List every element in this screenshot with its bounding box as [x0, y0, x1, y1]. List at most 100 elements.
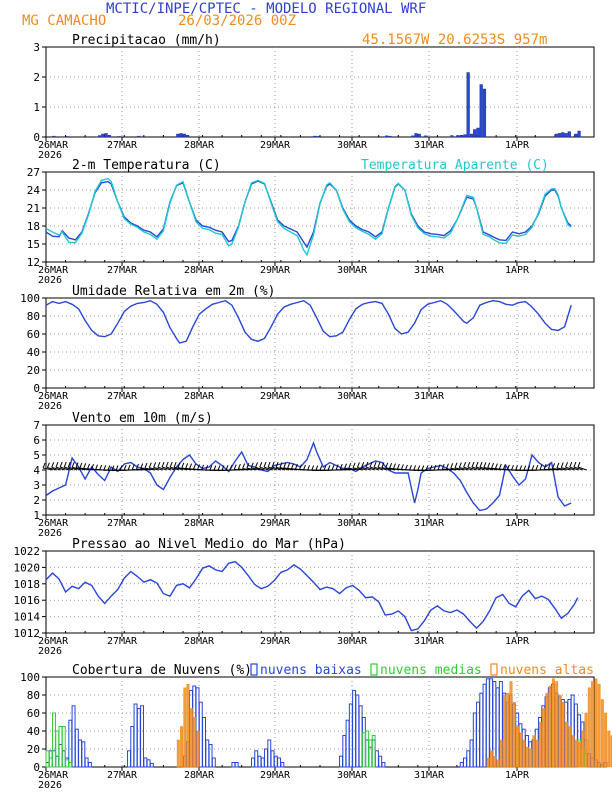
wind-barb [361, 466, 371, 471]
clouds-xtick-label: 29MAR [260, 770, 291, 781]
cloud-bar-0 [267, 739, 272, 768]
temp-ytick-label: 18 [27, 220, 40, 233]
cloud-bar-2 [551, 678, 555, 768]
wind-barb [263, 461, 267, 468]
cloud-bar-2 [493, 755, 497, 768]
cloud-bar-1 [61, 726, 66, 768]
wind-barb [303, 464, 306, 471]
cloud-bar-2 [519, 732, 523, 768]
wind-barb [433, 464, 437, 471]
wind-barb [275, 466, 286, 471]
wind-barb [483, 462, 487, 468]
temp-year-label: 2026 [38, 275, 62, 286]
wind-barb [64, 466, 74, 471]
wind-barb [527, 465, 531, 471]
wind-barb [271, 466, 282, 471]
cloud-bar-2 [545, 692, 549, 768]
wind-barb [544, 468, 555, 471]
precip-bar [463, 134, 467, 138]
wind-barb [213, 465, 217, 471]
chart-title: MCTIC/INPE/CPTEC - MODELO REGIONAL WRF [106, 1, 427, 17]
cloud-bar-0 [208, 744, 213, 768]
wind-barb [91, 464, 94, 470]
wind-barb [51, 466, 61, 471]
wind-barb [565, 466, 575, 471]
wind-ytick-label: 6 [33, 434, 40, 447]
temp-legend: Temperatura Aparente (C) [361, 158, 549, 173]
wind-barb [233, 464, 237, 470]
precip-xtick-label: 28MAR [184, 140, 215, 151]
cloud-bar-0 [74, 728, 79, 768]
temp-title: 2-m Temperatura (C) [72, 158, 221, 173]
wind-barb [307, 465, 311, 471]
wind-barb [197, 464, 200, 470]
wind-barb [340, 468, 351, 471]
clouds-xtick-label: 31MAR [414, 770, 445, 781]
wind-barb [287, 463, 291, 469]
temp-ytick-label: 27 [27, 166, 40, 179]
wind-xtick-label: 30MAR [337, 518, 368, 529]
press-xtick-label: 27MAR [107, 636, 138, 647]
wind-barb [491, 462, 495, 469]
wind-barb [205, 465, 209, 471]
cloud-bar-1 [45, 750, 50, 768]
wind-barb [140, 468, 151, 471]
precip-frame [45, 46, 595, 138]
wind-barb [189, 463, 193, 469]
wind-barb [75, 462, 79, 468]
wind-barb [119, 465, 123, 471]
cloud-bar-0 [277, 757, 282, 768]
cloud-bar-0 [87, 762, 92, 768]
wind-barb [157, 461, 161, 468]
temp-xtick-label: 31MAR [414, 265, 445, 276]
wind-barb [153, 466, 163, 471]
wind-barb [209, 465, 213, 471]
temp-xtick-label: 27MAR [107, 265, 138, 276]
cloud-bar-2 [525, 746, 529, 768]
cloud-bar-2 [535, 739, 539, 768]
cloud-bar-0 [482, 683, 487, 768]
wind-barb [413, 465, 417, 471]
wind-barb [149, 467, 159, 471]
cloud-bar-0 [202, 717, 207, 768]
cloud-bar-2 [503, 694, 506, 768]
wind-barb [173, 462, 177, 468]
wind-barb [238, 468, 249, 471]
cloud-bar-2 [538, 721, 542, 768]
wind-barb [429, 465, 433, 471]
rh-year-label: 2026 [38, 401, 62, 412]
wind-barb [166, 466, 176, 471]
wind-barb [348, 467, 359, 471]
temp-ytick-label: 15 [27, 238, 40, 251]
wind-barb [259, 466, 269, 471]
wind-ytick-label: 4 [33, 464, 40, 477]
cloud-bar-0 [84, 757, 89, 768]
cloud-bar-1 [361, 732, 366, 768]
wind-barb [251, 467, 261, 471]
wind-barb [259, 462, 263, 468]
precip-bar [557, 133, 562, 138]
wind-barb [385, 462, 389, 468]
wind-barb [255, 466, 265, 471]
wind-barb [267, 466, 277, 471]
press-panel [42, 550, 595, 637]
wind-barb [471, 461, 475, 468]
cloud-bar-2 [591, 681, 595, 768]
cloud-bar-0 [140, 705, 145, 768]
wind-barb [59, 461, 63, 468]
wind-barb [515, 465, 518, 471]
wind-barb [161, 466, 171, 471]
press-xtick-label: 29MAR [260, 636, 291, 647]
temp-xtick-label: 1APR [505, 265, 530, 276]
press-ytick-label: 1016 [14, 594, 41, 607]
wind-barb [552, 467, 563, 471]
wind-barb [165, 461, 169, 468]
cloud-bar-1 [68, 762, 73, 768]
precip-xtick-label: 1APR [505, 140, 530, 151]
cloud-bar-1 [368, 739, 373, 768]
cloud-bar-0 [381, 762, 386, 768]
wind-barb [463, 466, 473, 471]
wind-barb [361, 462, 365, 468]
precip-bar [186, 134, 190, 138]
cloud-bar-0 [260, 757, 265, 768]
